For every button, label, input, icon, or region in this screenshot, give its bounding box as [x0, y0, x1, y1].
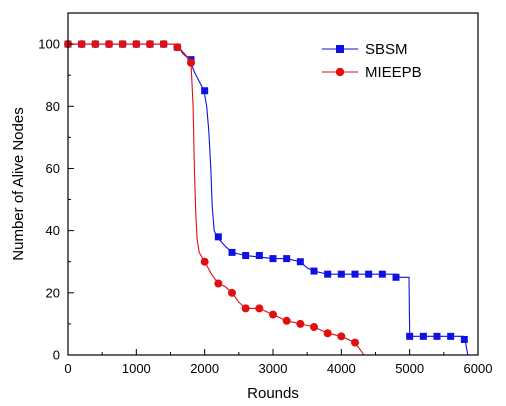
legend-label-sbsm: SBSM — [365, 41, 408, 58]
data-point-mieepb — [77, 40, 86, 49]
x-tick-label: 5000 — [395, 361, 424, 376]
legend-marker-sbsm — [336, 45, 344, 53]
data-point-mieepb — [132, 40, 141, 49]
data-point-mieepb — [187, 58, 195, 67]
series-layer — [64, 40, 469, 356]
y-tick-label: 0 — [53, 348, 60, 363]
y-tick-label: 40 — [46, 223, 60, 238]
y-tick-label: 20 — [46, 285, 60, 300]
data-point-mieepb — [228, 288, 236, 297]
data-point-mieepb — [200, 257, 209, 266]
legend: SBSM MIEEPB — [322, 41, 422, 81]
data-point-mieepb — [310, 323, 318, 332]
data-point-mieepb — [105, 40, 113, 49]
data-point-sbsm — [255, 252, 263, 260]
data-point-mieepb — [173, 43, 182, 52]
y-tick-label: 80 — [46, 99, 60, 114]
data-point-sbsm — [433, 332, 441, 340]
y-tick-label: 60 — [46, 161, 60, 176]
data-point-sbsm — [324, 270, 332, 278]
legend-label-mieepb: MIEEPB — [365, 64, 422, 81]
data-point-mieepb — [351, 338, 359, 347]
x-tick-label: 3000 — [259, 361, 288, 376]
x-tick-label: 6000 — [464, 361, 493, 376]
data-point-mieepb — [255, 304, 264, 313]
data-point-mieepb — [269, 310, 277, 319]
x-tick-label: 2000 — [190, 361, 219, 376]
data-point-sbsm — [419, 332, 427, 340]
data-point-mieepb — [282, 316, 291, 325]
data-point-sbsm — [392, 273, 400, 281]
axes-layer: 0 1000 2000 3000 4000 5000 6000 0 20 40 60 80 100 — [38, 37, 492, 376]
data-point-sbsm — [283, 255, 291, 263]
data-point-sbsm — [201, 87, 209, 95]
data-point-sbsm — [228, 248, 236, 256]
data-point-mieepb — [118, 40, 127, 49]
data-point-mieepb — [214, 279, 223, 288]
data-point-sbsm — [296, 258, 304, 266]
x-tick-label: 0 — [64, 361, 71, 376]
data-point-mieepb — [159, 40, 168, 49]
data-point-sbsm — [351, 270, 359, 278]
data-point-mieepb — [241, 304, 250, 313]
data-point-mieepb — [337, 332, 346, 341]
data-point-sbsm — [378, 270, 386, 278]
data-point-mieepb — [91, 40, 100, 49]
y-tick-label: 100 — [38, 37, 60, 52]
data-point-sbsm — [406, 332, 414, 340]
legend-marker-mieepb — [335, 67, 345, 77]
data-point-sbsm — [269, 255, 277, 263]
x-tick-label: 1000 — [122, 361, 151, 376]
data-point-sbsm — [460, 335, 468, 343]
x-tick-label: 4000 — [327, 361, 356, 376]
data-point-mieepb — [323, 329, 332, 338]
y-axis-title: Number of Alive Nodes — [10, 107, 27, 260]
data-point-sbsm — [214, 233, 222, 241]
data-point-mieepb — [296, 319, 305, 328]
data-point-sbsm — [337, 270, 345, 278]
x-axis-title: Rounds — [247, 385, 299, 402]
data-point-sbsm — [365, 270, 373, 278]
data-point-mieepb — [146, 40, 154, 49]
data-point-sbsm — [447, 332, 455, 340]
data-point-sbsm — [242, 252, 250, 260]
data-point-sbsm — [310, 267, 318, 275]
